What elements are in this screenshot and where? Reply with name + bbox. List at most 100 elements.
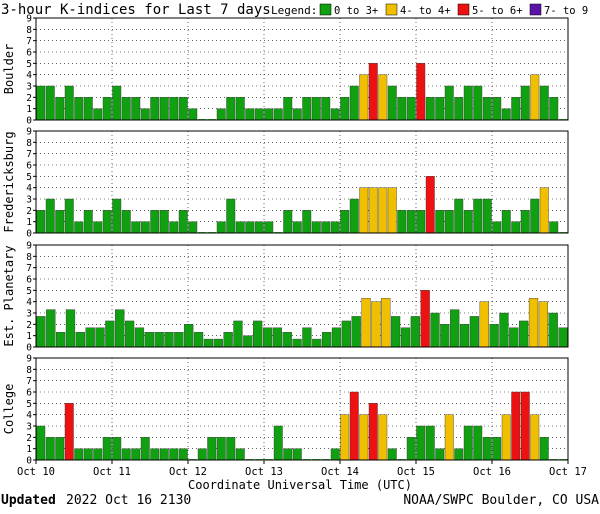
kp-bar	[102, 97, 112, 121]
kp-bar	[144, 332, 154, 348]
kp-bar	[264, 221, 274, 234]
kp-bar	[387, 448, 397, 461]
kp-bar	[509, 327, 519, 348]
kp-bar	[311, 97, 321, 121]
kp-bar	[454, 198, 464, 234]
kp-bar	[435, 210, 445, 234]
kp-bar	[243, 335, 253, 348]
kp-bar	[262, 327, 273, 348]
x-axis: Oct 10 Oct 11 Oct 12 Oct 13 Oct 14 Oct 15 Oct …	[17, 460, 587, 478]
kp-bar	[387, 187, 397, 234]
kp-bar	[213, 338, 223, 348]
kp-bar	[387, 85, 397, 121]
kp-bar	[55, 210, 65, 234]
kp-bar	[330, 108, 340, 121]
kp-bar	[530, 74, 540, 121]
y-tick-label: 0	[26, 343, 32, 354]
kp-bar	[178, 210, 188, 234]
kp-bar	[140, 437, 150, 461]
kp-bar	[359, 187, 369, 234]
kp-bar	[410, 316, 420, 348]
kp-bar	[548, 312, 558, 348]
kp-bar	[235, 97, 245, 121]
kp-bar	[197, 448, 207, 461]
y-tick-label: 9	[26, 14, 32, 25]
kp-bar	[340, 414, 350, 461]
kp-bar	[430, 312, 440, 348]
kp-bar	[530, 198, 540, 234]
kp-bar	[425, 97, 435, 121]
kp-bar	[397, 210, 407, 234]
footer-updated-label: Updated	[1, 493, 56, 508]
y-tick-label: 5	[26, 59, 32, 70]
kp-bar	[169, 97, 179, 121]
panel-label: College	[2, 384, 16, 435]
legend-swatch	[385, 3, 398, 16]
kp-bar	[520, 391, 530, 461]
y-tick-label: 6	[26, 161, 32, 172]
kp-bar	[159, 448, 169, 461]
y-tick-label: 8	[26, 138, 32, 149]
y-tick-label: 9	[26, 354, 32, 365]
kp-bar	[340, 97, 350, 121]
y-tick-label: 2	[26, 93, 32, 104]
kp-bar	[83, 97, 93, 121]
kp-bar	[254, 221, 264, 234]
kp-bar	[140, 108, 150, 121]
x-tick-label: Oct 17	[549, 466, 587, 478]
kp-bar	[322, 332, 332, 348]
kp-bar	[312, 338, 322, 348]
kp-bar	[134, 327, 145, 348]
kp-bar	[121, 97, 131, 121]
y-tick-label: 8	[26, 252, 32, 263]
y-tick-label: 6	[26, 388, 32, 399]
kp-bar	[425, 425, 435, 461]
y-tick-label: 8	[26, 365, 32, 376]
kp-bar	[406, 97, 416, 121]
kp-bar	[454, 97, 464, 121]
kp-bar	[420, 290, 430, 348]
kp-bar	[435, 97, 445, 121]
y-tick-label: 7	[26, 376, 32, 387]
chart-title: 3-hour K-indices for Last 7 days	[1, 2, 271, 18]
kp-bar	[425, 176, 435, 234]
x-tick-label: Oct 16	[473, 466, 511, 478]
legend-swatch	[529, 3, 542, 16]
kp-bar	[361, 298, 371, 348]
kp-bar	[302, 210, 312, 234]
kp-bar	[131, 221, 141, 234]
legend: Legend: 0 to 3+ 4- to 4+ 5- to 6+ 7- to 9	[271, 3, 588, 17]
kp-bar	[302, 97, 312, 121]
kp-bar	[45, 198, 55, 234]
kp-bar	[178, 97, 188, 121]
kp-bar	[341, 320, 351, 348]
x-axis-title: Coordinate Universal Time (UTC)	[188, 478, 412, 492]
kp-bar	[124, 320, 135, 348]
kp-bar	[397, 97, 407, 121]
y-tick-label: 3	[26, 309, 32, 320]
kp-bar	[159, 210, 169, 234]
kp-bar	[283, 97, 293, 121]
kp-bar	[349, 85, 359, 121]
kp-bar	[463, 425, 473, 461]
kp-bar	[55, 97, 65, 121]
kp-bar	[406, 437, 416, 461]
y-tick-label: 1	[26, 217, 32, 228]
kp-bar	[368, 63, 378, 121]
kp-bar	[359, 74, 369, 121]
kp-bar	[64, 403, 74, 461]
kp-bar	[292, 221, 302, 234]
y-tick-label: 0	[26, 229, 32, 240]
kp-bar	[528, 298, 539, 348]
kp-bar	[511, 221, 521, 234]
kp-bar	[235, 448, 245, 461]
kp-bar	[492, 437, 502, 461]
y-tick-label: 8	[26, 25, 32, 36]
kp-bar	[349, 198, 359, 234]
kp-bar	[115, 309, 125, 348]
panel-frame	[35, 244, 569, 348]
kp-bar	[45, 85, 55, 121]
kp-bar	[83, 448, 93, 461]
